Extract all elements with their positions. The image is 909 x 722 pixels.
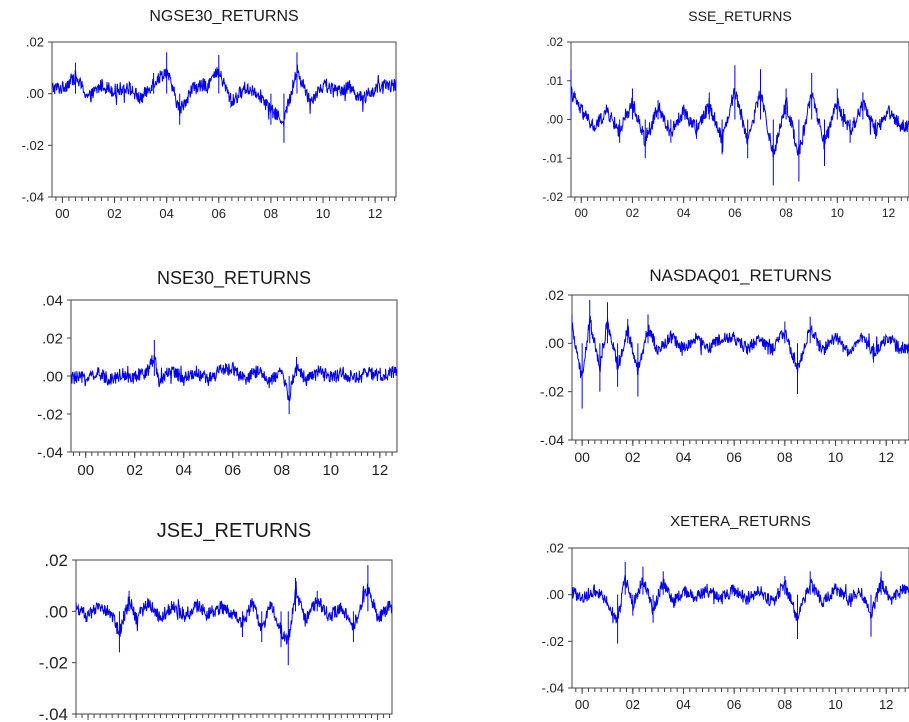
x-tick-label: 10 [828, 449, 844, 465]
y-tick-label: .00 [26, 86, 44, 101]
x-tick-label: 06 [727, 697, 741, 712]
x-tick-label: 10 [322, 462, 339, 479]
y-tick-label: .00 [546, 587, 564, 602]
plot-frame [570, 41, 909, 198]
y-tick-label: .02 [546, 541, 564, 556]
plot-frame [51, 41, 397, 198]
chart-title: NASDAQ01_RETURNS [649, 266, 832, 285]
x-tick-label: 08 [777, 449, 793, 465]
x-tick-label: 04 [175, 462, 192, 479]
chart-svg: .02 .01 .00 -.01 -.02 00 02 04 06 08 10 12 [542, 35, 909, 220]
plot-frame [571, 294, 909, 441]
y-tick-label: .02 [545, 287, 565, 303]
y-tick-label: .00 [546, 113, 563, 127]
chart-panel-ngse30: .02 .00 -.02 -.04 00 02 04 06 08 10 12 NGSE30_RETU… [0, 0, 410, 232]
x-tick-label: 12 [879, 697, 893, 712]
x-tick-label: 00 [574, 449, 590, 465]
x-tick-label: 10 [828, 697, 842, 712]
x-tick-label: 02 [126, 462, 143, 479]
x-tick-label: 02 [107, 206, 121, 221]
chart-panel-sse: .02 .01 .00 -.01 -.02 00 02 04 06 08 10 12 SSE_RETU… [500, 0, 909, 232]
x-tick-label: 08 [778, 697, 792, 712]
chart-panel-xetera: .02 .00 -.02 -.04 00 02 04 06 08 10 12 XETERA_RETU… [500, 490, 909, 722]
chart-title: SSE_RETURNS [688, 8, 792, 24]
x-tick-label: 04 [676, 697, 690, 712]
x-tick-label: 04 [159, 206, 173, 221]
y-tick-label: .01 [546, 74, 563, 88]
y-tick-label: -.04 [540, 432, 564, 448]
series-line [70, 354, 398, 402]
y-tick-label: .00 [545, 335, 565, 351]
y-tick-label: -.04 [542, 681, 564, 696]
chart-title: JSEJ_RETURNS [156, 520, 312, 542]
x-tick-label: 08 [264, 206, 278, 221]
series-line [75, 580, 393, 645]
chart-svg: .02 .00 -.02 -.04 00 02 04 06 08 10 12 [22, 35, 397, 221]
y-tick-label: .02 [26, 35, 44, 50]
y-tick-label: -.02 [542, 634, 564, 649]
y-tick-label: -.02 [542, 190, 563, 204]
y-tick-label: .00 [42, 368, 63, 385]
y-tick-label: -.01 [542, 151, 563, 165]
x-tick-label: 00 [55, 206, 69, 221]
y-tick-label: -.04 [39, 705, 68, 722]
series-line [571, 574, 909, 624]
plot-frame [571, 547, 909, 689]
x-tick-label: 04 [677, 206, 691, 220]
y-tick-label: -.04 [22, 190, 44, 205]
y-tick-label: .02 [44, 551, 68, 570]
chart-svg: .04 .02 .00 -.02 -.04 00 02 04 06 08 10 12 [37, 292, 398, 479]
chart-svg: .02 .00 -.02 -.04 00 02 04 06 08 10 12 [542, 541, 909, 712]
x-tick-label: 00 [575, 697, 589, 712]
x-tick-label: 06 [224, 462, 241, 479]
series-line [571, 315, 909, 379]
series-line [570, 86, 909, 158]
y-tick-label: -.02 [39, 654, 68, 673]
chart-title: XETERA_RETURNS [670, 513, 811, 530]
chart-panel-nasdaq01: .02 .00 -.02 -.04 00 02 04 06 08 10 12 NASDAQ01_RE… [500, 240, 909, 480]
x-tick-label: 06 [726, 449, 742, 465]
y-tick-label: .02 [42, 330, 63, 347]
series-line [51, 64, 397, 127]
chart-svg: .02 .00 -.02 -.04 00 02 04 06 08 10 12 [540, 287, 909, 465]
y-tick-label: -.04 [37, 444, 63, 461]
chart-panel-nse30: .04 .02 .00 -.02 -.04 00 02 04 06 08 10 12 NSE30_RE… [0, 240, 410, 480]
y-tick-label: -.02 [540, 384, 564, 400]
y-tick-label: -.02 [22, 138, 44, 153]
x-tick-label: 06 [212, 206, 226, 221]
x-tick-label: 02 [625, 449, 641, 465]
x-tick-label: 00 [575, 206, 589, 220]
x-tick-label: 12 [878, 449, 894, 465]
plot-frame [75, 559, 393, 715]
y-tick-label: .04 [42, 292, 63, 309]
x-tick-label: 10 [316, 206, 330, 221]
x-tick-label: 10 [831, 206, 845, 220]
x-tick-label: 12 [882, 206, 896, 220]
x-tick-label: 12 [368, 206, 382, 221]
chart-title: NSE30_RETURNS [156, 268, 312, 288]
x-tick-label: 08 [779, 206, 793, 220]
y-tick-label: -.02 [37, 406, 63, 423]
x-tick-label: 04 [676, 449, 692, 465]
x-tick-label: 02 [626, 206, 640, 220]
x-tick-label: 08 [273, 462, 290, 479]
x-tick-label: 06 [728, 206, 742, 220]
chart-title: NGSE30_RETURNS [149, 8, 299, 25]
x-tick-label: 00 [77, 462, 94, 479]
x-tick-label: 02 [626, 697, 640, 712]
y-tick-label: .00 [44, 602, 68, 621]
x-tick-label: 12 [371, 462, 388, 479]
y-tick-label: .02 [546, 35, 563, 49]
